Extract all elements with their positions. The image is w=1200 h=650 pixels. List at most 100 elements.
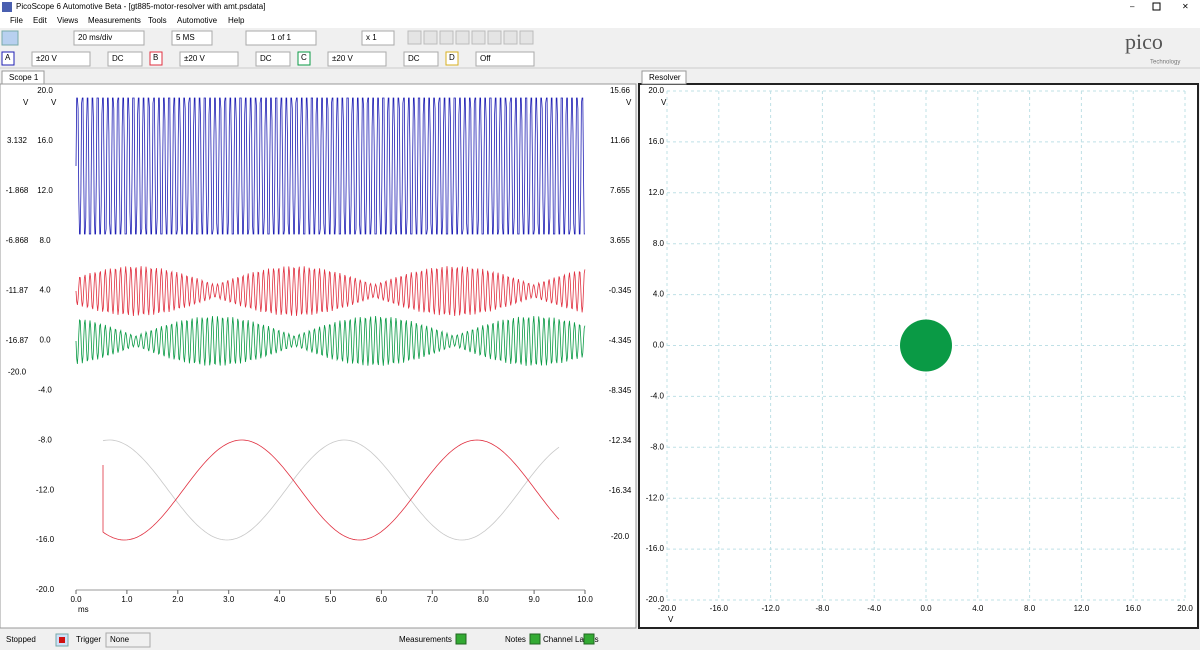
menu-item[interactable]: Tools [148,16,167,25]
scope-mode-button[interactable] [1,30,19,46]
x-tick-label: -16.0 [710,604,729,613]
y-tick-label: 12.0 [648,188,664,197]
y-tick-label: -11.87 [6,286,29,295]
channel-button[interactable] [297,51,311,66]
range-select-text: ±20 V [36,54,58,63]
add-button[interactable] [529,633,541,645]
minimize[interactable]: – [1130,2,1135,11]
status-trigger[interactable]: Trigger [76,635,101,644]
channel-name: A [5,53,11,62]
x-tick-label: 20.0 [1177,604,1193,613]
x-tick-label: 7.0 [427,595,439,604]
tool-button[interactable] [519,30,534,45]
y-tick-label: 11.66 [610,136,630,145]
x-tick-label: -4.0 [867,604,881,613]
y-tick-label: -1.868 [6,186,29,195]
waveform-a [75,97,585,235]
status-state: Stopped [6,635,36,644]
y-tick-label: 3.132 [7,136,28,145]
range-select[interactable] [475,51,535,67]
stop-icon [59,637,65,643]
tab[interactable] [1,70,45,85]
y-tick-label: 15.66 [610,86,631,95]
y-tick-label: 4.0 [39,286,51,295]
menu-item[interactable]: Help [228,16,245,25]
tab[interactable] [641,70,687,85]
menu-item[interactable]: Automotive [177,16,218,25]
y-tick-label: -12.0 [646,493,665,502]
x-tick-label: 5.0 [325,595,337,604]
y-tick-label: -12.0 [36,485,55,494]
range-select[interactable] [31,51,91,67]
x-tick-label: 0.0 [70,595,82,604]
tool-button[interactable] [439,30,454,45]
tool-button[interactable] [423,30,438,45]
x-tick-label: 4.0 [972,604,984,613]
buffer-navigator[interactable] [245,30,317,46]
y-tick-label: -20.0 [611,532,630,541]
y-tick-label: 8.0 [653,239,665,248]
title-bar [0,0,1200,14]
y-tick-label: -8.0 [650,442,664,451]
x-tick-label: 8.0 [478,595,490,604]
buffer-text: 1 of 1 [271,33,292,42]
y-tick-label: 0.0 [653,341,665,350]
y-tick-label: 12.0 [37,186,53,195]
axis-unit: V [626,98,632,107]
y-tick-label: -20.0 [8,367,27,376]
x-tick-label: 4.0 [274,595,286,604]
channel-name: D [449,53,455,62]
channel-button[interactable] [1,51,15,66]
tab-label: Scope 1 [9,73,39,82]
tool-button[interactable] [407,30,422,45]
range-select-text: ±20 V [332,54,354,63]
tool-button[interactable] [471,30,486,45]
coupling-select-text: DC [260,54,272,63]
x-tick-label: 3.0 [223,595,235,604]
channel-button[interactable] [445,51,459,66]
y-tick-label: -4.345 [609,336,632,345]
trigger-select[interactable] [105,632,151,648]
y-tick-label: 3.655 [610,236,631,245]
y-unit: V [661,98,667,107]
y-tick-label: -8.0 [38,435,52,444]
channel-button[interactable] [149,51,163,66]
close[interactable]: ✕ [1182,2,1189,11]
x-tick-label: 9.0 [529,595,541,604]
coupling-select[interactable] [403,51,439,67]
add-button[interactable] [455,633,467,645]
axis-unit: V [51,98,57,107]
status-trigger-mode[interactable]: None [110,635,130,644]
range-select[interactable] [179,51,239,67]
timebase-select[interactable] [73,30,145,46]
coupling-select-text: DC [408,54,420,63]
range-select-text: ±20 V [184,54,206,63]
samples-select[interactable] [171,30,213,46]
timebase-select-text: 20 ms/div [78,33,112,42]
coupling-select[interactable] [107,51,143,67]
menu-item[interactable]: Measurements [88,16,141,25]
tool-button[interactable] [455,30,470,45]
y-tick-label: 4.0 [653,290,665,299]
menu-item[interactable]: File [10,16,23,25]
x-tick-label: 6.0 [376,595,388,604]
coupling-select[interactable] [255,51,291,67]
status-channel-labels[interactable]: Channel Labels [543,635,599,644]
menu-item[interactable]: Edit [33,16,48,25]
maximize[interactable] [1152,2,1161,11]
x-tick-label: 16.0 [1125,604,1141,613]
tool-button[interactable] [503,30,518,45]
menu-item[interactable]: Views [57,16,78,25]
zoom-select[interactable] [361,30,395,46]
status-measurements[interactable]: Measurements [399,635,452,644]
status-bar [0,630,1200,650]
channel-name: B [153,53,158,62]
status-notes[interactable]: Notes [505,635,526,644]
tool-button[interactable] [487,30,502,45]
logo-sub: Technology [1150,60,1180,66]
x-unit: ms [78,605,89,614]
range-select[interactable] [327,51,387,67]
y-tick-label: -16.34 [609,486,632,495]
x-tick-label: -12.0 [761,604,780,613]
add-button[interactable] [583,633,595,645]
